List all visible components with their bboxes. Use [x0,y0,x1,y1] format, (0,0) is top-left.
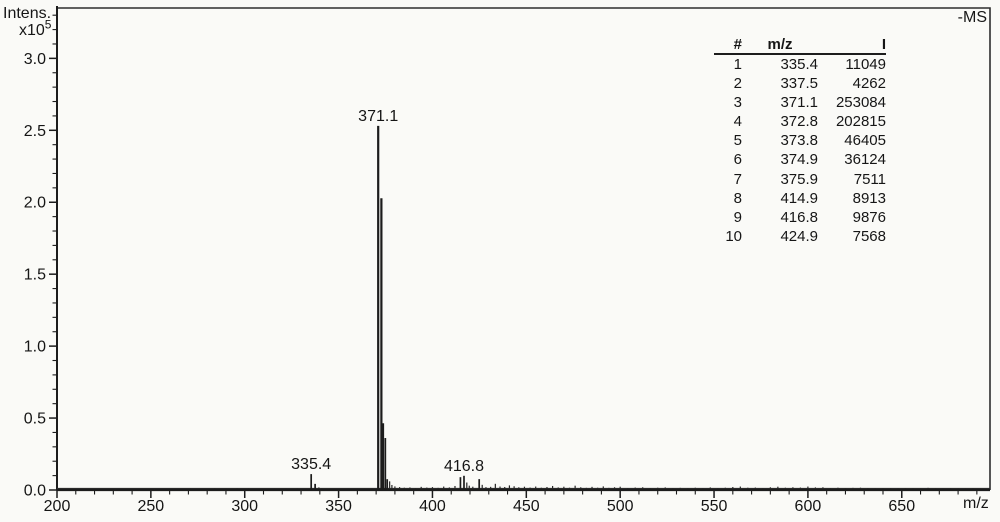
table-cell: 374.9 [780,151,818,169]
table-cell: 6 [733,151,742,169]
x-axis-title: m/z [963,495,989,512]
table-row: 2 337.5 4262 [714,74,886,93]
table-cell: 375.9 [780,170,818,188]
table-cell: 2 [733,75,742,93]
table-cell: 414.9 [780,189,818,207]
table-row: 3 371.1 253084 [714,93,886,112]
peak-table-body: 1 335.4 11049 2 337.5 4262 3 371.1 253084 4 372.8 2… [714,54,886,246]
col-header-intensity: I [881,36,886,53]
peak-table: # m/z I 1 335.4 11049 2 337.5 4262 3 371.1 25308… [714,33,886,246]
ms-mode-label: -MS [957,9,987,26]
col-header-number: # [733,36,742,53]
tick-label: 300 [231,498,258,515]
table-row: 1 335.4 11049 [714,54,886,74]
tick-label: 3.0 [24,51,46,68]
tick-label: 600 [795,498,822,515]
tick-label: 1.0 [24,339,46,356]
peak-label: 335.4 [291,456,331,473]
table-cell: 373.8 [780,132,818,150]
table-row: 10 424.9 7568 [714,227,886,246]
tick-label: 450 [513,498,540,515]
tick-label: 400 [419,498,446,515]
table-cell: 253084 [835,94,886,112]
table-cell: 335.4 [780,56,818,73]
table-cell: 8913 [852,189,886,207]
table-cell: 202815 [835,113,886,131]
table-row: 9 416.8 9876 [714,208,886,227]
table-cell: 1 [733,56,742,73]
table-cell: 372.8 [780,113,818,131]
table-cell: 371.1 [780,94,818,112]
table-cell: 7511 [853,170,886,188]
peak-label: 371.1 [358,108,398,125]
table-row: 4 372.8 202815 [714,112,886,131]
table-cell: 3 [733,94,742,112]
table-cell: 10 [725,227,742,245]
peak-label: 416.8 [444,458,484,475]
y-axis-title: Intens. [3,5,52,22]
tick-label: 550 [701,498,728,515]
table-cell: 8 [733,189,742,207]
table-cell: 337.5 [780,75,818,93]
table-cell: 416.8 [780,208,818,226]
table-cell: 9876 [852,208,886,226]
table-row: 5 373.8 46405 [714,131,886,150]
tick-label: 650 [888,498,915,515]
table-row: 8 414.9 8913 [714,189,886,208]
tick-label: 2.0 [24,195,46,212]
tick-label: 2.5 [24,123,46,140]
table-row: 6 374.9 36124 [714,150,886,169]
table-cell: 11049 [845,56,886,73]
table-cell: 5 [733,132,742,150]
y-axis-scale-label: x105 [19,19,51,40]
plot-border [57,7,991,490]
table-row: 7 375.9 7511 [714,170,886,189]
tick-label: 200 [44,498,71,515]
tick-label: 250 [138,498,165,515]
tick-label: 350 [325,498,352,515]
table-cell: 36124 [844,151,886,169]
y-scale-exponent: 5 [44,17,52,32]
peak-table-header-row: # m/z I [714,33,886,54]
table-cell: 9 [733,208,742,226]
table-cell: 7 [733,170,742,188]
tick-label: 500 [607,498,634,515]
table-cell: 424.9 [780,227,818,245]
table-cell: 46405 [844,132,886,150]
table-cell: 4262 [852,75,886,93]
tick-label: 0.5 [24,411,46,428]
col-header-mz: m/z [767,36,793,53]
tick-label: 1.5 [24,267,46,284]
y-scale-base: x10 [19,22,45,39]
table-cell: 4 [733,113,742,131]
tick-label: 0.0 [24,483,46,500]
table-cell: 7568 [852,227,886,245]
